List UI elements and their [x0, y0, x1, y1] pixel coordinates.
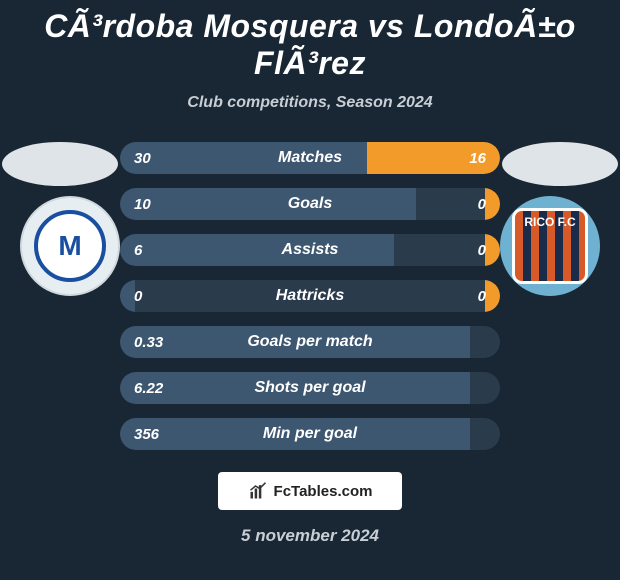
club-badge-right: RICO F.C	[500, 196, 600, 296]
page-title: CÃ³rdoba Mosquera vs LondoÃ±o FlÃ³rez	[0, 0, 620, 82]
club-badge-right-text: RICO F.C	[512, 208, 588, 284]
chart-icon	[248, 481, 268, 501]
stat-bars: 3016Matches 100Goals 60Assists 00Hattricks 0…	[120, 142, 500, 450]
stat-label: Hattricks	[120, 280, 500, 312]
date-text: 5 november 2024	[0, 526, 620, 546]
stat-row: 3016Matches	[120, 142, 500, 174]
source-text: FcTables.com	[274, 483, 373, 500]
comparison-content: M RICO F.C 3016Matches 100Goals 60Assists 0…	[0, 142, 620, 450]
stat-label: Matches	[120, 142, 500, 174]
club-badge-left-letter: M	[34, 210, 106, 282]
stat-row: 0.33Goals per match	[120, 326, 500, 358]
player-photo-left	[2, 142, 118, 186]
stat-label: Goals	[120, 188, 500, 220]
stat-row: 100Goals	[120, 188, 500, 220]
stat-row: 60Assists	[120, 234, 500, 266]
stat-label: Goals per match	[120, 326, 500, 358]
stat-label: Shots per goal	[120, 372, 500, 404]
source-badge: FcTables.com	[218, 472, 402, 510]
stat-row: 356Min per goal	[120, 418, 500, 450]
stat-label: Min per goal	[120, 418, 500, 450]
player-photo-right	[502, 142, 618, 186]
page-subtitle: Club competitions, Season 2024	[0, 94, 620, 112]
stat-row: 6.22Shots per goal	[120, 372, 500, 404]
stat-row: 00Hattricks	[120, 280, 500, 312]
club-badge-left: M	[20, 196, 120, 296]
stat-label: Assists	[120, 234, 500, 266]
